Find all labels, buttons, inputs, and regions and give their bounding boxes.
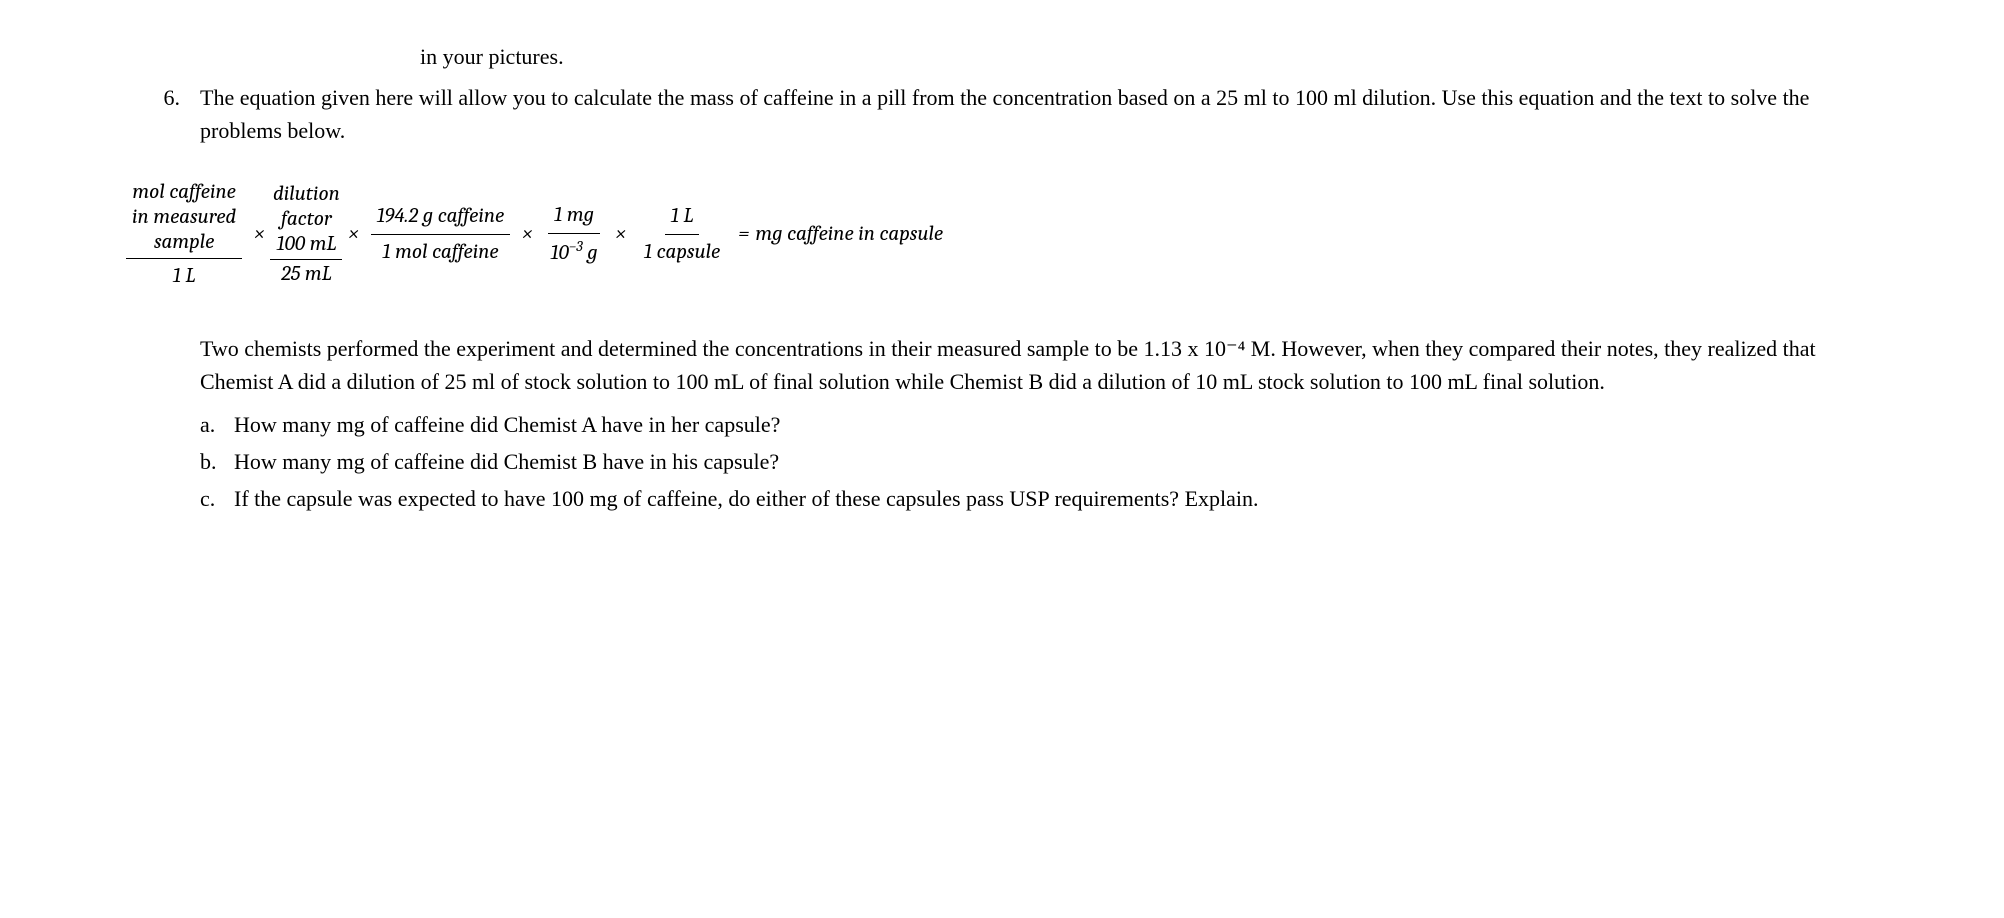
frac5-den: 1 capsule: [638, 235, 726, 269]
frac3-den: 1 mol caffeine: [376, 235, 504, 269]
times-operator: ×: [522, 219, 532, 251]
problem-body: Two chemists performed the experiment an…: [200, 332, 1884, 515]
sub-letter: a.: [200, 408, 234, 441]
frac5-num: 1 L: [665, 201, 700, 236]
fraction-dilution-factor: dilution factor 100 mL 25 mL: [270, 182, 342, 288]
sub-text: How many mg of caffeine did Chemist A ha…: [234, 408, 780, 441]
equals-operator: =: [738, 219, 749, 251]
sub-letter: c.: [200, 482, 234, 515]
equation: mol caffeine in measured sample 1 L × di…: [120, 177, 1884, 292]
previous-item-fragment: in your pictures.: [420, 40, 1884, 73]
fraction-mg-per-g: 1 mg 10−3 g: [544, 200, 603, 270]
fraction-liter-per-capsule: 1 L 1 capsule: [638, 201, 726, 269]
sub-text: If the capsule was expected to have 100 …: [234, 482, 1259, 515]
frac1-den: 1 L: [167, 259, 202, 293]
times-operator: ×: [254, 219, 264, 251]
sub-item-b: b. How many mg of caffeine did Chemist B…: [200, 445, 1884, 478]
sub-text: How many mg of caffeine did Chemist B ha…: [234, 445, 779, 478]
frac1-num-line2: in measured: [132, 205, 236, 230]
item-number: 6.: [120, 81, 200, 147]
sub-item-a: a. How many mg of caffeine did Chemist A…: [200, 408, 1884, 441]
problem-paragraph: Two chemists performed the experiment an…: [200, 332, 1884, 398]
item-text: The equation given here will allow you t…: [200, 81, 1884, 147]
frac2-den: 25 mL: [275, 260, 338, 287]
frac1-num-line3: sample: [154, 230, 214, 255]
frac3-num: 194.2 g caffeine: [371, 201, 511, 236]
sub-item-c: c. If the capsule was expected to have 1…: [200, 482, 1884, 515]
dilution-label-2: factor: [281, 207, 332, 232]
frac4-den: 10−3 g: [544, 234, 603, 270]
times-operator: ×: [616, 219, 626, 251]
times-operator: ×: [348, 219, 358, 251]
dilution-label-1: dilution: [273, 182, 340, 207]
fraction-mol-per-liter: mol caffeine in measured sample 1 L: [126, 177, 242, 292]
sub-letter: b.: [200, 445, 234, 478]
list-item-6: 6. The equation given here will allow yo…: [120, 81, 1884, 147]
frac4-num: 1 mg: [548, 200, 600, 235]
fraction-molar-mass: 194.2 g caffeine 1 mol caffeine: [371, 201, 511, 269]
frac1-num-line1: mol caffeine: [132, 180, 235, 205]
sub-question-list: a. How many mg of caffeine did Chemist A…: [200, 408, 1884, 515]
frac2-num: 100 mL: [270, 232, 342, 260]
equation-result: mg caffeine in capsule: [755, 219, 943, 251]
